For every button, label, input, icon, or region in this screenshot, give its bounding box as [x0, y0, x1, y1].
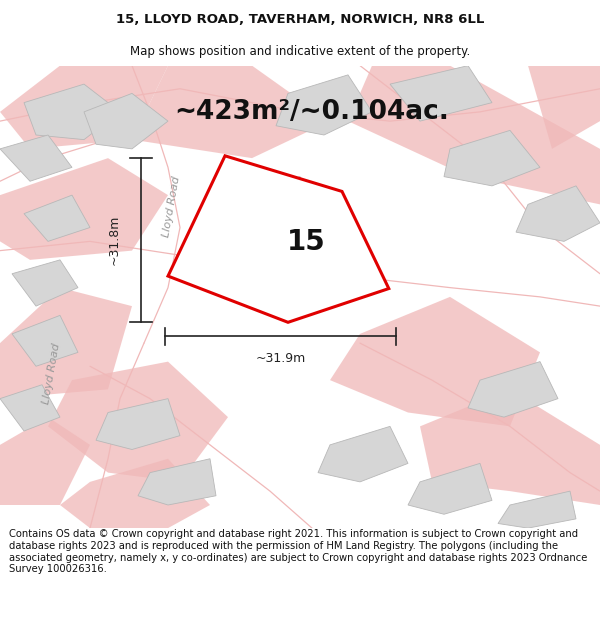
Polygon shape — [0, 417, 90, 505]
Polygon shape — [498, 491, 576, 528]
Text: ~31.9m: ~31.9m — [256, 352, 305, 365]
Polygon shape — [390, 66, 492, 121]
Text: Lloyd Road: Lloyd Road — [41, 342, 61, 404]
Text: Lloyd Road: Lloyd Road — [161, 176, 181, 238]
Text: 15: 15 — [287, 228, 326, 256]
Polygon shape — [0, 66, 168, 149]
Polygon shape — [24, 195, 90, 241]
Text: Map shows position and indicative extent of the property.: Map shows position and indicative extent… — [130, 45, 470, 58]
Polygon shape — [420, 389, 600, 505]
Polygon shape — [132, 66, 330, 158]
Polygon shape — [330, 297, 540, 426]
Text: Contains OS data © Crown copyright and database right 2021. This information is : Contains OS data © Crown copyright and d… — [9, 529, 587, 574]
Polygon shape — [96, 399, 180, 449]
Polygon shape — [528, 66, 600, 149]
Polygon shape — [24, 84, 120, 139]
Text: ~423m²/~0.104ac.: ~423m²/~0.104ac. — [175, 99, 449, 125]
Polygon shape — [60, 459, 210, 528]
Polygon shape — [0, 288, 132, 399]
Polygon shape — [468, 362, 558, 417]
Text: 15, LLOYD ROAD, TAVERHAM, NORWICH, NR8 6LL: 15, LLOYD ROAD, TAVERHAM, NORWICH, NR8 6… — [116, 13, 484, 26]
Text: ~31.8m: ~31.8m — [107, 215, 121, 266]
Polygon shape — [0, 135, 72, 181]
Polygon shape — [0, 158, 168, 260]
Polygon shape — [240, 232, 330, 288]
Polygon shape — [516, 186, 600, 241]
Polygon shape — [168, 156, 389, 322]
Polygon shape — [444, 131, 540, 186]
Polygon shape — [138, 459, 216, 505]
Polygon shape — [276, 75, 372, 135]
Polygon shape — [12, 260, 78, 306]
Polygon shape — [318, 426, 408, 482]
Polygon shape — [12, 316, 78, 366]
Polygon shape — [48, 362, 228, 482]
Polygon shape — [348, 66, 600, 204]
Polygon shape — [216, 177, 324, 237]
Polygon shape — [408, 463, 492, 514]
Polygon shape — [84, 93, 168, 149]
Polygon shape — [0, 385, 60, 431]
